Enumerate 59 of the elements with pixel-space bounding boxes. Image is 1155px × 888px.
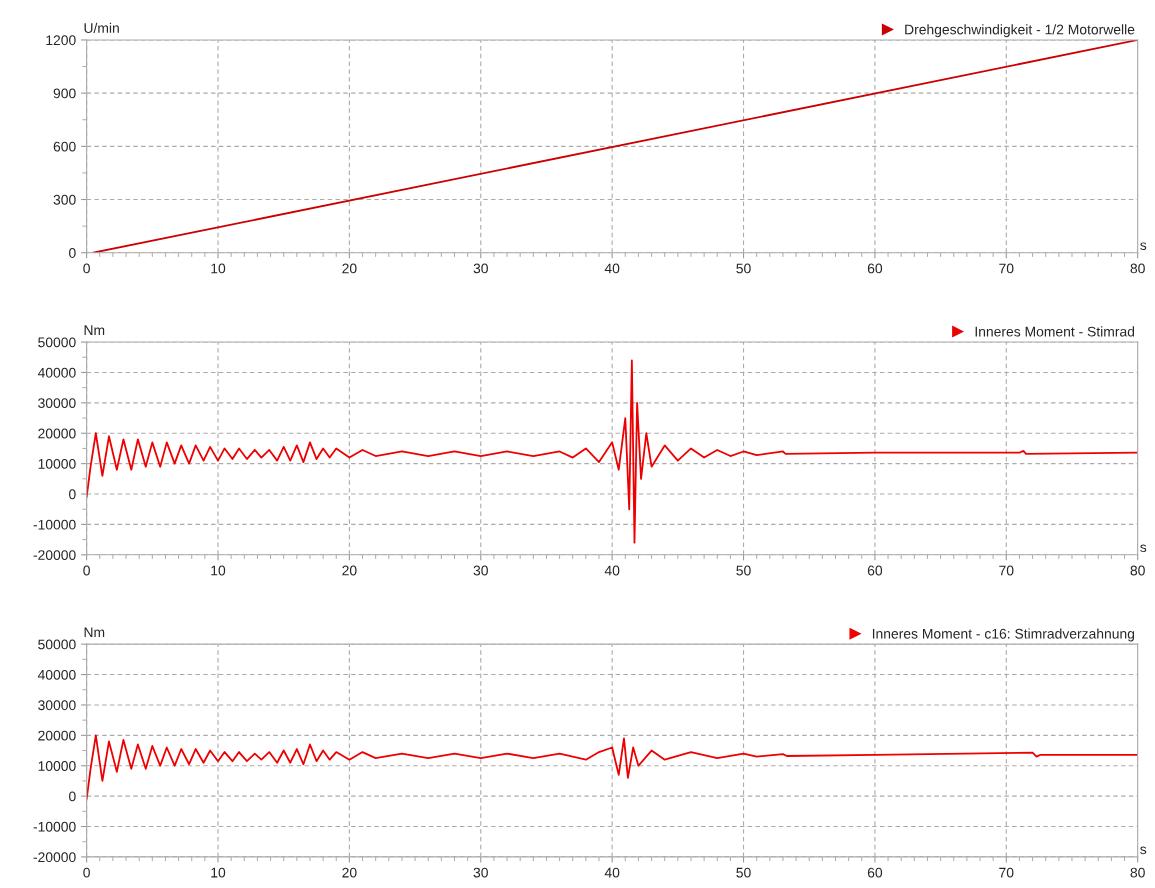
x-tick-label: 70	[999, 263, 1014, 274]
x-tick-label: 20	[342, 565, 357, 576]
x-tick-label: 70	[999, 565, 1014, 576]
y-tick-label: 1200	[46, 35, 76, 46]
x-tick-label: 40	[604, 867, 620, 878]
line-series	[86, 359, 1138, 544]
x-tick-label: 20	[342, 263, 357, 274]
x-axis-title: s	[1140, 544, 1147, 553]
y-tick-label: 30000	[38, 398, 76, 409]
x-tick-label: 80	[1130, 867, 1145, 878]
legend-label: Inneres Moment - Stimrad	[975, 326, 1135, 337]
x-tick-label: 10	[211, 263, 226, 274]
y-tick-label: 50000	[38, 639, 76, 650]
x-tick-label: 50	[736, 867, 751, 878]
y-tick-label: -10000	[33, 821, 76, 832]
x-tick-label: 20	[342, 867, 357, 878]
y-axis-title: U/min	[84, 22, 119, 33]
x-tick-label: 0	[83, 263, 90, 274]
y-tick-label: -10000	[33, 519, 76, 530]
legend-label: Inneres Moment - c16: Stimradverzahnung	[872, 628, 1135, 642]
y-tick-label: 900	[53, 88, 76, 99]
y-tick-label: 30000	[38, 700, 76, 711]
x-tick-label: 40	[604, 565, 620, 576]
x-tick-label: 0	[83, 565, 90, 576]
y-tick-label: -20000	[33, 550, 76, 560]
y-axis-title: Nm	[84, 325, 105, 335]
y-tick-label: 0	[69, 791, 76, 802]
x-tick-label: 10	[211, 565, 226, 576]
x-tick-label: 0	[83, 867, 90, 878]
x-tick-label: 80	[1130, 263, 1145, 274]
y-tick-label: 600	[53, 141, 76, 152]
x-tick-label: 60	[867, 565, 883, 576]
x-tick-label: 30	[473, 565, 488, 576]
y-tick-label: -20000	[33, 852, 76, 863]
x-tick-label: 10	[211, 867, 226, 878]
x-tick-label: 60	[867, 867, 883, 878]
y-tick-label: 20000	[38, 730, 76, 741]
y-tick-label: 0	[69, 248, 76, 258]
y-tick-label: 40000	[37, 669, 76, 680]
y-axis-title: Nm	[84, 627, 105, 638]
x-tick-label: 50	[736, 565, 751, 576]
x-tick-label: 60	[867, 263, 883, 274]
line-series	[86, 734, 1138, 801]
y-tick-label: 20000	[38, 428, 76, 439]
legend-label: Drehgeschwindigkeit - 1/2 Motorwelle	[905, 24, 1135, 38]
x-tick-label: 70	[999, 867, 1014, 878]
y-tick-label: 300	[53, 194, 76, 205]
x-tick-label: 30	[473, 263, 488, 274]
y-tick-label: 10000	[38, 761, 76, 771]
x-axis-title: s	[1140, 846, 1147, 855]
y-tick-label: 0	[69, 489, 76, 500]
x-axis-title: s	[1140, 242, 1147, 250]
x-tick-label: 30	[473, 867, 488, 878]
x-tick-label: 50	[736, 263, 751, 274]
x-tick-label: 40	[604, 263, 620, 274]
y-tick-label: 50000	[38, 337, 76, 348]
y-tick-label: 40000	[37, 367, 76, 378]
y-tick-label: 10000	[38, 458, 76, 469]
x-tick-label: 80	[1130, 565, 1145, 576]
